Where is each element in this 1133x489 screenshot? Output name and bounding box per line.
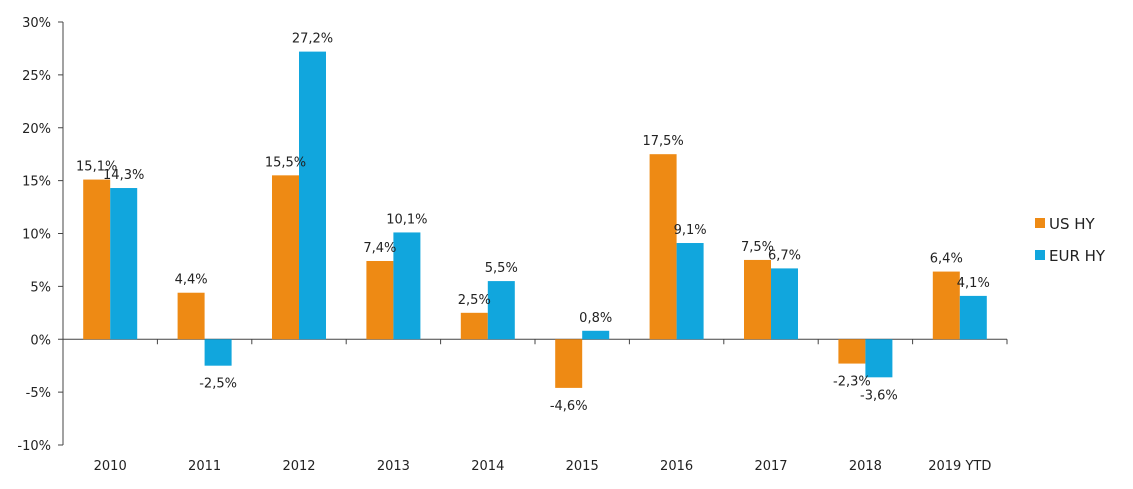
- data-label: 10,1%: [386, 212, 427, 227]
- y-tick-label: 20%: [22, 122, 51, 137]
- y-tick-label: 10%: [22, 228, 51, 243]
- data-label: 6,7%: [768, 248, 801, 263]
- bar-us-hy-2010: [83, 179, 111, 340]
- bar-us-hy-2015: [555, 339, 583, 388]
- x-tick-label: 2017: [754, 459, 787, 474]
- data-label: 0,8%: [579, 311, 612, 326]
- x-tick-label: 2016: [660, 459, 693, 474]
- bar-eur-hy-2013: [393, 232, 421, 340]
- bar-eur-hy-2015: [582, 330, 610, 340]
- bar-us-hy-2018: [838, 339, 866, 364]
- legend-label: EUR HY: [1049, 247, 1106, 265]
- x-tick-label: 2014: [471, 459, 504, 474]
- data-label: -3,6%: [860, 388, 898, 403]
- bar-us-hy-2017: [744, 259, 771, 340]
- data-label: 27,2%: [292, 32, 333, 47]
- bar-us-hy-2019-ytd: [932, 271, 960, 340]
- data-label: 17,5%: [642, 134, 683, 149]
- legend-swatch: [1035, 218, 1045, 228]
- data-label: -2,3%: [833, 375, 871, 390]
- data-label: 6,4%: [930, 252, 963, 267]
- y-tick-label: 15%: [22, 175, 51, 190]
- bar-us-hy-2013: [366, 260, 394, 340]
- data-labels: 15,1% 4,4% 15,5% 7,4% 2,5% -4,6% 17,5% 7,5% -2,3…: [76, 32, 990, 414]
- data-label: -2,5%: [199, 377, 237, 392]
- data-label: 7,5%: [741, 240, 774, 255]
- y-tick-label: 0%: [30, 333, 51, 348]
- y-tick-label: -5%: [26, 386, 51, 401]
- x-tick-label: 2013: [377, 459, 410, 474]
- bar-eur-hy-2019-ytd: [959, 295, 987, 340]
- bars: [83, 51, 987, 388]
- legend-swatch: [1035, 250, 1045, 260]
- data-label: -4,6%: [550, 399, 588, 414]
- data-label: 15,1%: [76, 160, 117, 175]
- bar-eur-hy-2014: [487, 281, 515, 340]
- x-tick-label: 2012: [282, 459, 315, 474]
- legend: US HY EUR HY: [1035, 215, 1106, 265]
- data-label: 9,1%: [674, 223, 707, 238]
- bar-us-hy-2016: [649, 154, 677, 340]
- data-label: 2,5%: [458, 293, 491, 308]
- bar-eur-hy-2017: [771, 268, 798, 340]
- y-tick-label: 25%: [22, 69, 51, 84]
- data-label: 4,1%: [957, 276, 990, 291]
- y-tick-label: 5%: [30, 280, 51, 295]
- bar-eur-hy-2011: [204, 339, 232, 366]
- bar-eur-hy-2010: [110, 188, 138, 340]
- y-tick-label: 30%: [22, 16, 51, 31]
- data-label: 4,4%: [175, 273, 208, 288]
- data-label: 5,5%: [485, 261, 518, 276]
- legend-label: US HY: [1049, 215, 1096, 233]
- data-label: 7,4%: [363, 241, 396, 256]
- bar-eur-hy-2016: [676, 243, 704, 340]
- bar-us-hy-2011: [177, 292, 205, 340]
- x-tick-label: 2011: [188, 459, 221, 474]
- x-tick-label: 2015: [566, 459, 599, 474]
- y-tick-label: -10%: [17, 439, 51, 454]
- x-tick-label: 2019 YTD: [928, 459, 991, 474]
- data-label: 14,3%: [103, 168, 144, 183]
- bar-eur-hy-2018: [865, 339, 893, 378]
- bar-eur-hy-2012: [299, 51, 326, 340]
- bar-us-hy-2012: [272, 175, 299, 340]
- x-tick-label: 2018: [849, 459, 882, 474]
- bar-us-hy-2014: [460, 312, 488, 340]
- x-tick-label: 2010: [94, 459, 127, 474]
- y-axis: 30% 25% 20% 15% 10% 5% 0% -5% -10%: [17, 16, 64, 454]
- data-label: 15,5%: [265, 155, 306, 170]
